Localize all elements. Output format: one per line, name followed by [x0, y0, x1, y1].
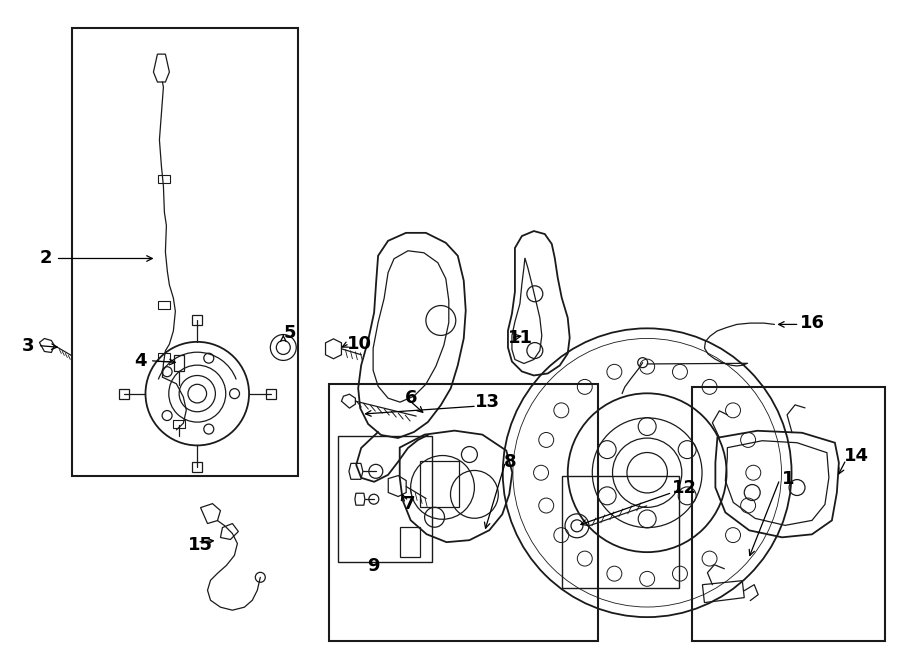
Text: 3: 3: [22, 336, 34, 355]
Text: 5: 5: [284, 324, 296, 342]
Text: 7: 7: [402, 495, 415, 512]
Bar: [329, 384, 598, 641]
Bar: [158, 175, 170, 183]
Bar: [72, 28, 298, 476]
Text: 14: 14: [844, 448, 869, 465]
Text: 8: 8: [504, 453, 517, 471]
Bar: [158, 301, 170, 308]
Bar: [692, 387, 885, 641]
Text: 11: 11: [508, 328, 534, 347]
Text: 9: 9: [367, 557, 380, 575]
Text: 15: 15: [188, 536, 213, 554]
Text: 6: 6: [405, 389, 418, 407]
Text: 16: 16: [799, 314, 824, 332]
Text: 12: 12: [672, 479, 698, 497]
Text: 10: 10: [346, 334, 372, 353]
Text: 13: 13: [475, 393, 500, 411]
Bar: [562, 476, 679, 588]
Bar: [174, 420, 185, 428]
Text: 1: 1: [781, 470, 794, 489]
Bar: [158, 354, 170, 361]
Text: 4: 4: [134, 352, 147, 369]
Text: 2: 2: [40, 250, 52, 267]
Bar: [338, 436, 432, 562]
